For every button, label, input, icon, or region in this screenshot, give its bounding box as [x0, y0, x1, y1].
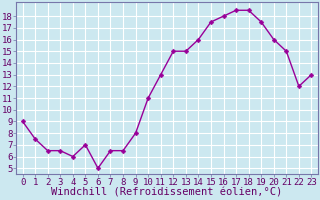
X-axis label: Windchill (Refroidissement éolien,°C): Windchill (Refroidissement éolien,°C)	[52, 188, 283, 198]
